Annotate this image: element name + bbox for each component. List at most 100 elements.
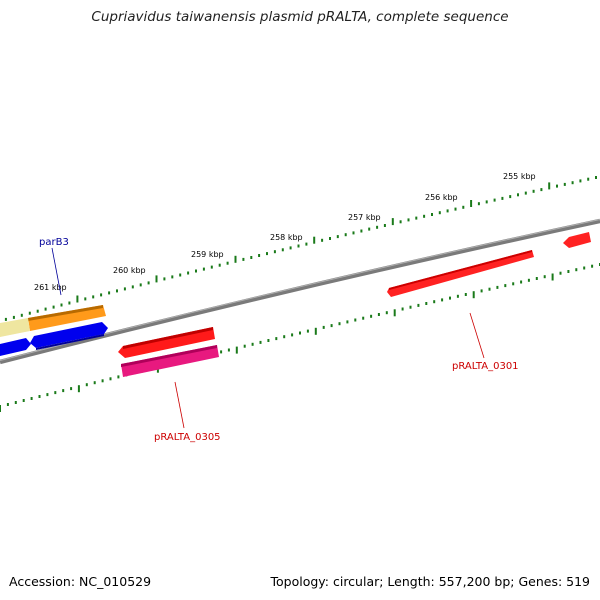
minor-tick (446, 209, 449, 213)
gene-pRALTA_0305-upper[interactable] (118, 327, 215, 358)
minor-tick (163, 277, 166, 281)
minor-tick (352, 231, 355, 235)
minor-tick (171, 275, 174, 279)
minor-tick (266, 252, 268, 256)
scale-label-255: 255 kbp (503, 172, 536, 181)
gene-pRALTA_0305[interactable] (121, 345, 219, 377)
gene-blue-left[interactable] (0, 338, 31, 356)
scale-label-256: 256 kbp (425, 193, 458, 202)
minor-tick (362, 316, 365, 320)
minor-tick (409, 305, 412, 309)
minor-tick (210, 265, 213, 269)
minor-tick (535, 277, 538, 280)
minor-tick (354, 318, 357, 322)
map-title: Cupriavidus taiwanensis plasmid pRALTA, … (91, 9, 509, 25)
minor-tick (496, 285, 499, 289)
minor-tick (480, 289, 483, 293)
gene-right-edge[interactable] (563, 232, 591, 248)
minor-tick (575, 268, 578, 272)
minor-tick (267, 339, 270, 342)
minor-tick (275, 337, 278, 341)
minor-tick (220, 350, 223, 354)
minor-tick (117, 375, 120, 379)
minor-tick (527, 278, 530, 282)
minor-tick (12, 315, 15, 319)
label-pRALTA_0301[interactable]: pRALTA_0301 (452, 361, 519, 372)
major-tick (548, 182, 551, 190)
major-tick (470, 200, 473, 207)
minor-tick (44, 307, 47, 311)
minor-tick (462, 205, 465, 209)
minor-tick (532, 189, 535, 193)
minor-tick (417, 303, 420, 307)
minor-tick (488, 287, 491, 291)
minor-tick (289, 246, 292, 250)
minor-tick (101, 379, 104, 383)
minor-tick (583, 266, 586, 270)
minor-tick (251, 342, 254, 346)
minor-tick (147, 281, 150, 285)
minor-tick (456, 294, 459, 298)
minor-tick (68, 301, 71, 305)
minor-tick (431, 213, 433, 216)
minor-tick (556, 184, 558, 188)
minor-tick (116, 289, 118, 293)
minor-tick (370, 314, 373, 318)
minor-tick (62, 389, 65, 393)
minor-tick (517, 193, 519, 197)
gene-pale-left[interactable] (0, 318, 30, 337)
label-pRALTA_0305[interactable]: pRALTA_0305 (154, 432, 221, 443)
minor-tick (520, 280, 523, 284)
minor-tick (109, 377, 112, 381)
scale-label-260: 260 kbp (113, 266, 146, 275)
label-parB3[interactable]: parB3 (39, 237, 69, 248)
minor-tick (433, 300, 436, 304)
minor-tick (139, 283, 142, 287)
minor-tick (559, 271, 562, 275)
minor-tick (595, 176, 597, 179)
scale-label-261: 261 kbp (34, 283, 67, 292)
minor-tick (202, 267, 205, 271)
minor-tick (385, 311, 388, 315)
minor-tick (258, 254, 261, 257)
minor-tick (93, 381, 96, 385)
minor-tick (54, 391, 57, 395)
minor-tick (36, 309, 39, 313)
minor-tick (92, 295, 95, 299)
minor-tick (360, 229, 363, 233)
minor-tick (329, 237, 331, 240)
minor-tick (259, 340, 262, 344)
minor-tick (407, 218, 410, 222)
minor-tick (338, 322, 341, 326)
minor-tick (415, 216, 418, 220)
minor-tick (504, 284, 507, 288)
accession-text: Accession: NC_010529 (9, 574, 152, 589)
minor-tick (567, 270, 570, 273)
minor-tick (493, 198, 496, 202)
minor-tick (454, 207, 457, 211)
minor-tick (242, 257, 245, 261)
minor-tick (512, 282, 515, 286)
minor-tick (52, 305, 55, 309)
gene-pRALTA_0301[interactable] (387, 250, 534, 297)
minor-tick (449, 296, 451, 300)
leader-parB3 (51, 247, 62, 296)
major-tick (76, 295, 79, 303)
leader-pRALTA_0305 (174, 381, 185, 429)
minor-tick (243, 344, 246, 348)
major-tick (472, 291, 475, 299)
minor-tick (84, 297, 87, 301)
minor-tick (6, 403, 9, 406)
minor-tick (401, 307, 404, 311)
minor-tick (30, 397, 33, 400)
minor-tick (464, 293, 467, 296)
minor-tick (376, 225, 379, 229)
minor-tick (587, 177, 590, 181)
minor-tick (563, 182, 566, 186)
gene-parB3[interactable] (28, 305, 106, 331)
minor-tick (281, 248, 284, 252)
minor-tick (28, 311, 31, 315)
gene-blue-right[interactable] (30, 322, 108, 350)
major-tick (314, 327, 317, 335)
